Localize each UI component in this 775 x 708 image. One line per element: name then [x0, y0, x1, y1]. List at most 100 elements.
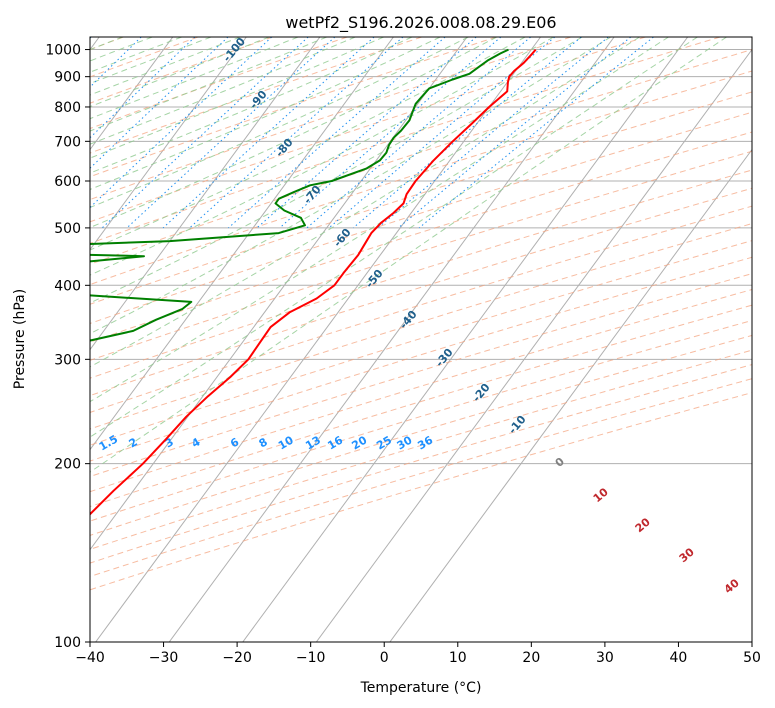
x-tick-label: −10	[296, 650, 326, 666]
moist-adiabat	[90, 37, 270, 108]
dry-adiabat	[90, 273, 752, 478]
mixing-ratio-line	[101, 37, 309, 229]
dry-adiabat	[90, 37, 721, 244]
y-tick-label: 700	[54, 134, 81, 150]
dry-adiabat	[90, 392, 752, 591]
isopleth-labels: -100-90-80-70-60-50-40-30-20-100.10.20.4…	[0, 37, 742, 596]
x-tick-label: 0	[380, 650, 389, 666]
isotherm-line	[242, 37, 689, 642]
dry-adiabat	[90, 150, 752, 361]
mixing-ratio-label: 6	[228, 435, 241, 450]
x-tick-label: 10	[449, 650, 467, 666]
dry-adiabat	[90, 111, 752, 324]
y-tick-label: 800	[54, 100, 81, 116]
moist-adiabat	[90, 37, 612, 335]
mixing-ratio-line	[90, 37, 273, 209]
isotherm-line	[95, 37, 541, 642]
mixing-ratio-label: 16	[325, 433, 345, 452]
x-tick-label: −40	[75, 650, 105, 666]
y-tick-label: 600	[54, 174, 81, 190]
dry-adiabat	[90, 187, 752, 397]
isotherm-line	[90, 37, 394, 451]
moist-adiabat	[90, 37, 583, 304]
dry-adiabat	[90, 169, 752, 379]
mixing-ratio-line	[306, 37, 532, 229]
mixing-ratio-line	[377, 37, 609, 229]
dry-adiabat-label: -80	[273, 136, 296, 160]
mixing-ratio-line	[189, 37, 404, 229]
dry-adiabat	[90, 205, 752, 413]
mixing-ratio-line	[228, 37, 446, 229]
dry-adiabat	[90, 378, 752, 578]
dry-adiabat	[90, 319, 752, 522]
moist-adiabat	[90, 37, 640, 368]
isotherm-line	[90, 37, 468, 551]
mixing-ratio-label: 25	[374, 434, 394, 453]
mixing-ratio-line	[352, 37, 582, 229]
isotherm-line	[315, 48, 752, 642]
chart-title: wetPf2_S196.2026.008.08.29.E06	[285, 13, 556, 33]
dry-adiabat	[90, 334, 752, 536]
dry-adiabat	[90, 349, 752, 550]
isotherm-line	[90, 37, 321, 351]
dry-adiabat-label: -30	[433, 346, 456, 370]
mixing-ratio-line	[162, 37, 375, 229]
moist-adiabat	[90, 37, 441, 190]
mixing-ratio-line	[90, 37, 196, 139]
mixing-ratio-label: 30	[395, 433, 415, 452]
mixing-ratio-label: 10	[276, 433, 296, 452]
dry-adiabat	[90, 304, 752, 508]
background-lines	[90, 37, 752, 642]
dry-adiabat	[90, 70, 752, 286]
dewpoint-profile	[90, 48, 509, 342]
mixing-ratio-line	[279, 37, 502, 229]
moist-adiabat	[90, 37, 469, 209]
moist-adiabat-label: 10	[591, 485, 611, 505]
moist-adiabat	[90, 37, 299, 120]
dry-adiabat	[90, 37, 497, 178]
y-tick-label: 200	[54, 457, 81, 473]
dry-adiabat	[90, 131, 752, 343]
mixing-ratio-label: 20	[350, 433, 370, 452]
x-axis: −40 −30 −20 −10 0 10 20 30 40 50	[75, 642, 761, 666]
profiles	[90, 48, 537, 516]
y-tick-label: 400	[54, 278, 81, 294]
moist-adiabat	[90, 37, 698, 438]
x-tick-label: −30	[149, 650, 179, 666]
y-tick-label: 100	[54, 635, 81, 651]
dry-adiabat	[90, 91, 752, 305]
dry-adiabat-label: -60	[331, 226, 354, 250]
mixing-ratio-label: 8	[257, 435, 270, 450]
x-tick-label: 40	[670, 650, 688, 666]
moist-adiabat-label: 0	[553, 455, 567, 470]
x-tick-label: 50	[743, 650, 761, 666]
moist-adiabat	[90, 37, 526, 251]
dry-adiabat	[90, 37, 422, 154]
x-axis-title: Temperature (°C)	[360, 680, 482, 696]
isotherm-line	[168, 37, 615, 642]
x-tick-label: 30	[596, 650, 614, 666]
moist-adiabat-label: 40	[722, 576, 742, 596]
dry-adiabat	[90, 37, 571, 201]
mixing-ratio-label: 0.6	[22, 432, 46, 453]
moist-adiabat	[90, 37, 669, 403]
isotherm-line	[90, 37, 247, 251]
moist-adiabat	[90, 37, 356, 145]
dry-adiabat	[90, 256, 752, 462]
dry-adiabat	[90, 223, 752, 430]
y-tick-label: 300	[54, 352, 81, 368]
mixing-ratio-line	[418, 37, 654, 229]
temperature-profile	[90, 48, 537, 516]
dry-adiabat	[90, 240, 752, 446]
mixing-ratio-label: 36	[415, 433, 435, 452]
dry-adiabat	[90, 49, 752, 265]
mixing-ratio-label: 1	[68, 435, 81, 450]
mixing-ratio-line	[90, 37, 92, 39]
moist-adiabat-label: 20	[633, 515, 653, 535]
moist-adiabat	[90, 37, 413, 174]
dry-adiabat	[90, 37, 273, 104]
mixing-ratio-line	[256, 37, 477, 229]
mixing-ratio-label: 0.4	[0, 432, 15, 453]
y-axis: 1000 900 800 700 600 500 400 300 200 100	[45, 43, 90, 651]
